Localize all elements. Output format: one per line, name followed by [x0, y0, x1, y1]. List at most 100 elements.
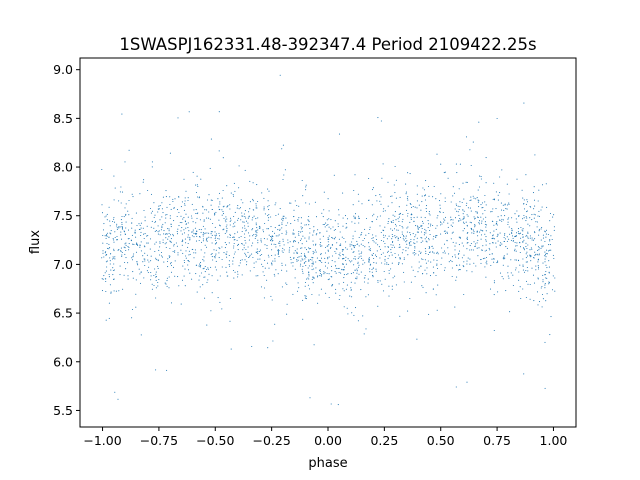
data-point	[253, 233, 255, 236]
data-point	[161, 225, 163, 227]
data-point	[486, 260, 488, 262]
data-point	[544, 255, 546, 257]
data-point	[264, 244, 266, 246]
data-point	[168, 236, 170, 238]
data-point	[529, 256, 531, 258]
data-point	[529, 237, 531, 239]
data-point	[356, 268, 358, 270]
data-point	[128, 214, 130, 216]
data-point	[540, 228, 542, 230]
data-point	[330, 228, 332, 230]
data-point	[277, 273, 279, 275]
data-point	[405, 237, 407, 239]
data-point	[432, 196, 434, 198]
data-point	[424, 194, 426, 196]
data-point	[159, 254, 161, 256]
data-point	[112, 269, 114, 272]
data-point	[495, 228, 497, 230]
data-point	[466, 202, 468, 204]
data-point	[458, 244, 460, 246]
data-point	[208, 236, 210, 238]
data-point	[471, 232, 473, 234]
data-point	[257, 251, 259, 253]
data-point	[479, 231, 481, 233]
data-point	[304, 295, 306, 297]
data-point	[150, 255, 152, 257]
data-point	[510, 239, 512, 241]
data-point	[188, 261, 190, 263]
data-point	[452, 186, 454, 188]
data-point	[311, 269, 313, 271]
data-point	[529, 205, 531, 208]
data-point	[301, 227, 304, 229]
data-point	[405, 235, 407, 237]
data-point	[315, 234, 317, 236]
data-point	[420, 231, 423, 233]
data-point	[542, 274, 544, 276]
data-point	[328, 296, 330, 299]
data-point	[357, 193, 359, 195]
data-point	[221, 308, 223, 310]
data-point	[168, 232, 170, 234]
data-point	[217, 198, 219, 200]
data-point	[138, 223, 140, 225]
data-point	[242, 215, 244, 217]
data-point	[360, 255, 362, 257]
data-point	[363, 281, 366, 283]
data-point	[397, 238, 399, 240]
data-point	[296, 252, 298, 254]
data-point	[118, 290, 120, 292]
data-point	[308, 247, 310, 249]
data-point	[519, 242, 521, 244]
data-point	[222, 229, 224, 231]
data-point	[188, 230, 190, 232]
data-point	[515, 235, 517, 237]
data-point	[197, 196, 199, 198]
data-point	[304, 285, 306, 287]
data-point	[472, 249, 474, 251]
data-point	[417, 226, 419, 228]
data-point	[508, 203, 510, 205]
data-point	[495, 242, 497, 244]
data-point	[451, 232, 453, 234]
data-point	[243, 221, 245, 223]
data-point	[193, 236, 195, 238]
data-point	[105, 319, 107, 321]
data-point	[302, 195, 304, 197]
data-point	[421, 195, 423, 197]
data-point	[506, 208, 508, 210]
data-point	[455, 386, 457, 388]
data-point	[514, 250, 516, 252]
data-point	[349, 245, 351, 247]
data-point	[259, 249, 261, 251]
data-point	[184, 203, 186, 205]
data-point	[222, 213, 225, 215]
data-point	[525, 174, 527, 176]
data-point	[144, 260, 146, 262]
data-point	[440, 224, 442, 226]
data-point	[108, 248, 110, 250]
data-point	[541, 245, 543, 247]
data-point	[153, 202, 155, 204]
data-point	[364, 228, 366, 230]
data-point	[459, 237, 461, 239]
data-point	[529, 254, 531, 256]
data-point	[536, 254, 538, 256]
data-point	[428, 245, 430, 248]
data-point	[472, 141, 474, 143]
data-point	[429, 247, 431, 249]
data-point	[157, 281, 159, 284]
data-point	[294, 219, 296, 221]
data-point	[255, 233, 257, 235]
data-point	[405, 183, 407, 185]
data-point	[319, 238, 321, 240]
data-point	[550, 316, 552, 318]
data-point	[481, 202, 484, 204]
data-point	[281, 250, 283, 252]
data-point	[105, 280, 107, 283]
data-point	[470, 196, 472, 198]
data-point	[224, 247, 226, 249]
data-point	[241, 242, 243, 245]
data-point	[322, 223, 324, 226]
data-point	[390, 228, 392, 230]
